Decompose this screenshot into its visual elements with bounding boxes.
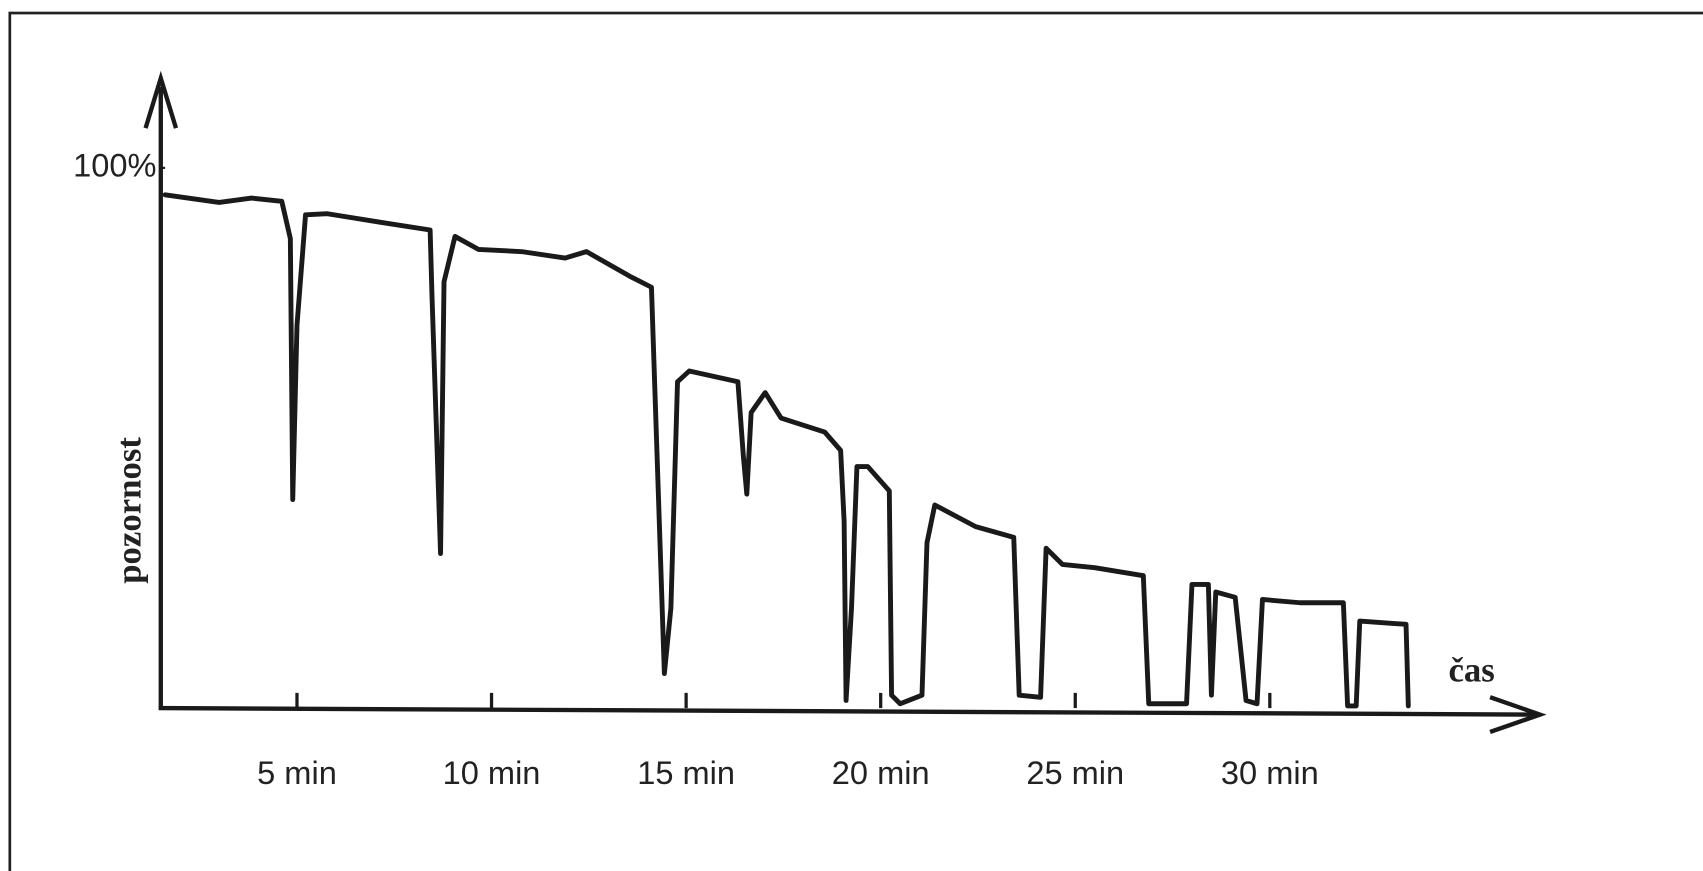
- x-axis-label: čas: [1448, 650, 1494, 689]
- x-tick-label: 20 min: [832, 755, 930, 791]
- x-tick-label: 30 min: [1221, 755, 1319, 791]
- frame: [8, 11, 1703, 871]
- x-tick-label: 15 min: [637, 755, 735, 791]
- x-tick-label: 25 min: [1026, 755, 1124, 791]
- x-axis: [158, 705, 1537, 717]
- x-tick-label: 5 min: [257, 755, 337, 791]
- y-tick-label: 100%: [73, 147, 156, 183]
- attention-line: [162, 192, 1411, 709]
- y-axis-label: pozornost: [110, 437, 149, 584]
- x-tick-label: 10 min: [443, 755, 541, 791]
- y-arrow: [143, 70, 179, 129]
- x-arrow: [1489, 695, 1547, 735]
